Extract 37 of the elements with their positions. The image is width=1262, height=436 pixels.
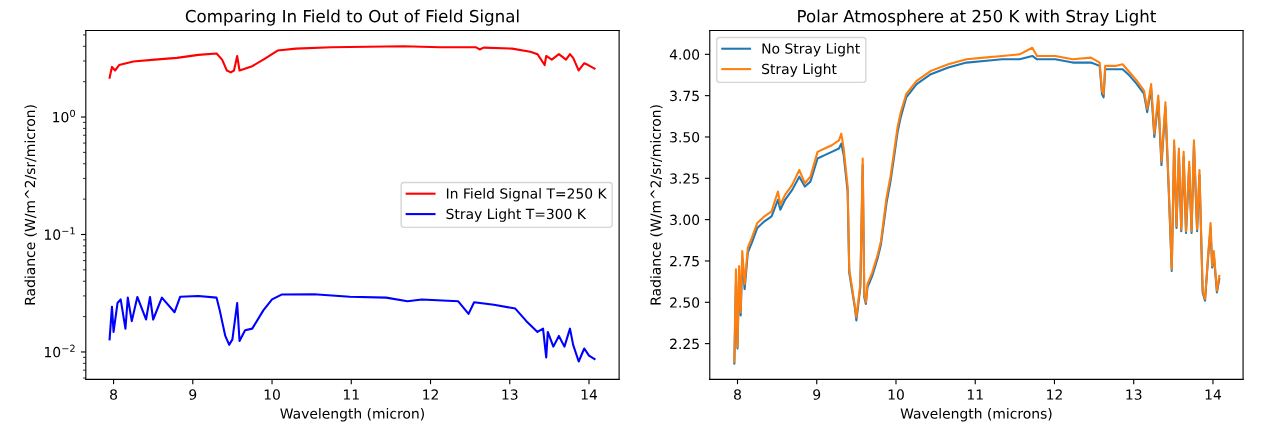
x-axis-title: Wavelength (microns) [900,408,1052,422]
x-tick-label: 10 [888,389,904,400]
chart-title: Polar Atmosphere at 250 K with Stray Light [798,9,1156,26]
y-tick-label: 2.25 [670,338,699,350]
x-tick-label: 12 [423,389,438,400]
y-tick-label: 10$^{0}$ [53,109,75,123]
x-tick-label: 9 [813,389,821,400]
y-tick-label: 3.00 [670,214,700,226]
y-tick-label: 3.25 [670,173,699,184]
x-tick-label: 8 [110,389,118,400]
legend-label: No Stray Light [762,43,860,57]
y-tick-label: 10$^{−1}$ [44,227,75,240]
y-tick-label: 2.75 [670,255,699,267]
legend-label: Stray Light T=300 K [446,208,587,222]
line-series [108,293,596,363]
x-tick-label: 14 [581,389,598,400]
y-tick-label: 10$^{−2}$ [44,344,75,358]
chart-title: Comparing In Field to Out of Field Signal [185,9,519,26]
x-tick-label: 11 [967,389,983,400]
x-tick-label: 13 [502,389,518,400]
legend-label: Stray Light [762,63,837,77]
y-axis-title: Radiance (W/m^2/sr/micron) [650,105,663,305]
x-tick-label: 8 [734,389,741,400]
y-tick-label: 4.00 [669,49,700,60]
x-tick-label: 11 [343,389,359,400]
x-tick-label: 13 [1126,389,1142,400]
x-tick-label: 9 [189,389,197,400]
line-series [108,45,596,79]
y-tick-label: 3.75 [670,90,699,102]
x-tick-label: 14 [1205,389,1222,400]
y-axis-title: Radiance (W/m^2/sr/micron) [24,105,37,305]
y-tick-label: 3.50 [670,131,700,143]
x-tick-label: 12 [1047,389,1062,400]
x-axis-title: Wavelength (micron) [280,408,424,422]
x-tick-label: 10 [264,389,280,400]
y-tick-label: 2.50 [670,297,700,308]
legend-label: In Field Signal T=250 K [446,188,607,202]
